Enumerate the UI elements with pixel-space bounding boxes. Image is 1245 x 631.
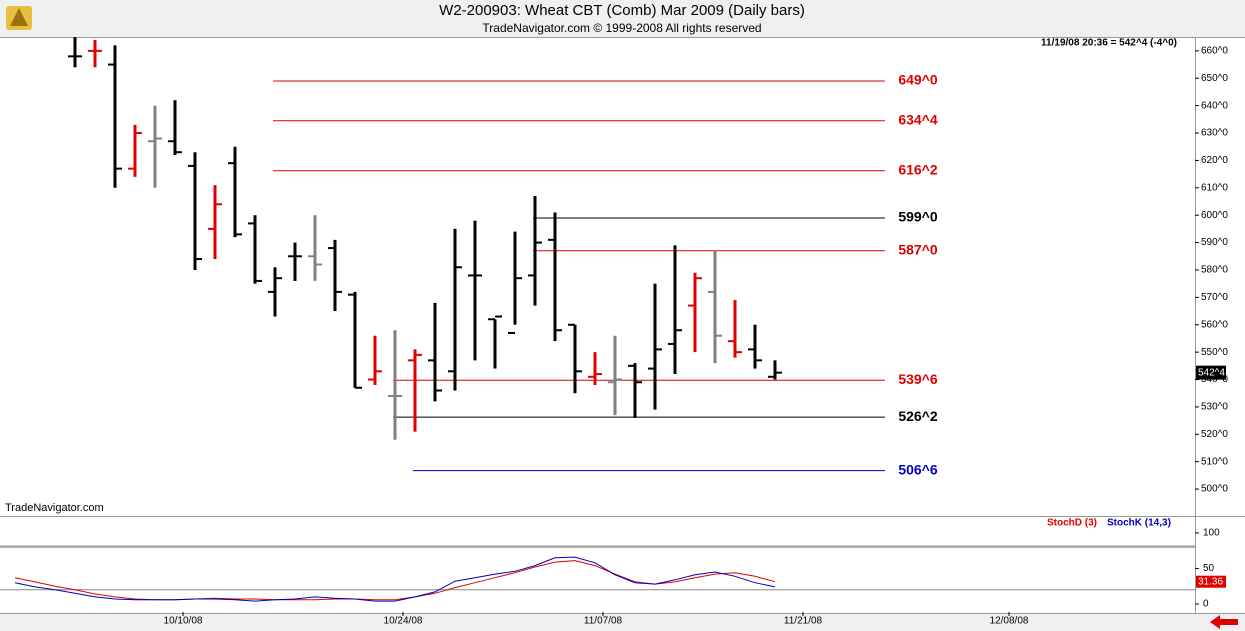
y-tick-label: 590^0 [1201, 237, 1228, 248]
y-tick-label: 600^0 [1201, 210, 1228, 221]
stoch-line [14, 560, 776, 601]
level-label: 506^6 [898, 461, 938, 477]
y-tick-label: 560^0 [1201, 319, 1228, 330]
y-tick-label: 520^0 [1201, 429, 1228, 440]
last-value-box [1196, 575, 1226, 588]
y-tick-label: 530^0 [1201, 402, 1228, 413]
header-bg [0, 0, 1245, 37]
y-tick-label: 650^0 [1201, 73, 1228, 84]
chart-title: W2-200903: Wheat CBT (Comb) Mar 2009 (Da… [439, 2, 805, 19]
subtitle: TradeNavigator.com © 1999-2008 All right… [482, 21, 761, 35]
level-label: 539^6 [898, 371, 938, 387]
stoch-line [14, 556, 776, 602]
y-tick-label: 510^0 [1201, 456, 1228, 467]
y-tick-label: 620^0 [1201, 155, 1228, 166]
y-tick-label: 550^0 [1201, 347, 1228, 358]
last-price-label: 542^4 [1198, 367, 1225, 378]
y-tick-label: 50 [1203, 563, 1215, 574]
watermark: TradeNavigator.com [5, 502, 104, 514]
x-tick-label: 11/21/08 [784, 616, 823, 627]
level-label: 587^0 [898, 242, 938, 258]
last-price-box [1196, 365, 1226, 380]
scroll-arrow[interactable] [1210, 615, 1238, 629]
y-tick-label: 610^0 [1201, 182, 1228, 193]
level-label: 599^0 [898, 209, 938, 225]
x-tick-label: 11/07/08 [584, 616, 623, 627]
legend-entry: StochK (14,3) [1107, 518, 1171, 529]
footer-bg [0, 614, 1245, 631]
x-tick-label: 10/24/08 [384, 616, 423, 627]
level-label: 649^0 [898, 72, 938, 88]
y-tick-label: 640^0 [1201, 100, 1228, 111]
logo [6, 6, 32, 30]
y-tick-label: 630^0 [1201, 128, 1228, 139]
y-tick-label: 570^0 [1201, 292, 1228, 303]
x-tick-label: 10/10/08 [164, 616, 203, 627]
x-tick-label: 12/08/08 [990, 616, 1029, 627]
level-label: 634^4 [898, 111, 938, 127]
level-label: 526^2 [898, 408, 938, 424]
y-tick-label: 660^0 [1201, 46, 1228, 57]
y-tick-label: 500^0 [1201, 484, 1228, 495]
y-tick-label: 580^0 [1201, 265, 1228, 276]
level-label: 616^2 [898, 161, 938, 177]
y-tick-label: 100 [1203, 528, 1220, 539]
annotation: 11/19/08 20:36 = 542^4 (-4^0) [1041, 38, 1177, 49]
legend-entry: StochD (3) [1047, 518, 1097, 529]
y-tick-label: 0 [1203, 599, 1209, 610]
last-value-label: 31.36 [1198, 576, 1223, 587]
